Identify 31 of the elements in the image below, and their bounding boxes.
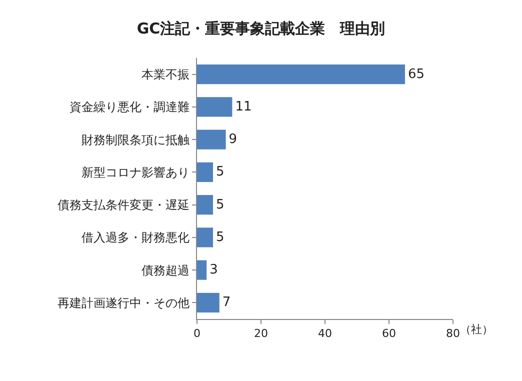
- data-label: 7: [222, 295, 231, 310]
- x-tick-label: 40: [318, 327, 332, 340]
- data-label: 9: [228, 132, 238, 148]
- bar: [197, 130, 226, 150]
- y-tick-label: 本業不振: [142, 68, 190, 82]
- data-label: 5: [216, 164, 224, 180]
- bar: [197, 195, 213, 215]
- bar: [197, 228, 213, 248]
- y-tick-label: 資金繰り悪化・調達難: [70, 100, 190, 114]
- x-tick-label: 0: [194, 327, 200, 340]
- x-axis-title: （社）: [460, 323, 493, 336]
- y-tick-label: 新型コロナ影響あり: [82, 165, 190, 180]
- bar: [197, 162, 213, 182]
- bar: [197, 64, 405, 84]
- bar: [197, 260, 207, 280]
- y-tick-label: 再建計画遂行中・その他: [58, 296, 190, 310]
- x-tick-label: 60: [382, 327, 396, 340]
- data-label: 5: [216, 197, 224, 212]
- chart-title: GC注記・重要事象記載企業 理由別: [136, 19, 386, 38]
- y-tick-label: 財務制限条項に抵触: [82, 132, 190, 147]
- y-tick-label: 借入過多・財務悪化: [82, 230, 190, 245]
- y-tick-label: 債務支払条件変更・遅延: [58, 198, 190, 212]
- data-label: 3: [210, 262, 218, 278]
- x-tick-label: 80: [446, 327, 460, 340]
- data-label: 11: [235, 99, 252, 114]
- data-label: 5: [216, 230, 224, 245]
- data-label: 65: [408, 66, 425, 82]
- y-tick-label: 債務超過: [142, 263, 190, 278]
- bar: [197, 97, 232, 117]
- bar: [197, 292, 220, 312]
- x-tick-label: 20: [254, 327, 268, 340]
